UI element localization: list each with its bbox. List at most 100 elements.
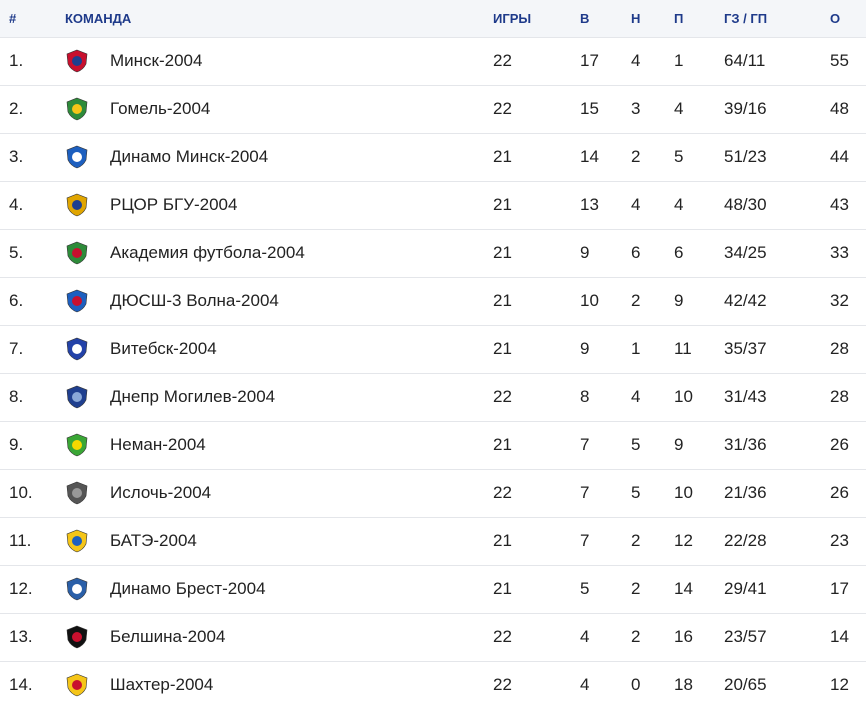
row-goals: 20/65 bbox=[724, 675, 767, 695]
row-wins: 9 bbox=[580, 339, 590, 358]
dnepr-logo-icon bbox=[65, 385, 89, 409]
team-name[interactable]: Динамо Брест-2004 bbox=[110, 579, 266, 598]
row-team[interactable]: Академия футбола-2004 bbox=[65, 229, 493, 277]
team-name[interactable]: Динамо Минск-2004 bbox=[110, 147, 269, 166]
dinamo-brest-logo-icon bbox=[65, 577, 89, 601]
row-draws: 2 bbox=[631, 627, 641, 646]
row-goals: 64/11 bbox=[724, 51, 766, 70]
table-row[interactable]: 1. Минск-2004 22 17 4 1 64/11 55 bbox=[0, 37, 866, 85]
row-wins: 4 bbox=[580, 675, 590, 695]
row-goals: 39/16 bbox=[724, 99, 767, 118]
row-points: 28 bbox=[830, 387, 849, 406]
row-games: 21 bbox=[493, 339, 512, 358]
row-losses: 18 bbox=[674, 675, 693, 695]
team-name[interactable]: Академия футбола-2004 bbox=[110, 243, 305, 262]
team-name[interactable]: РЦОР БГУ-2004 bbox=[110, 195, 238, 214]
table-row[interactable]: 5. Академия футбола-2004 21 9 6 6 34/25 33 bbox=[0, 229, 866, 277]
row-wins: 8 bbox=[580, 387, 590, 406]
isloch-logo-icon bbox=[65, 481, 89, 505]
team-name[interactable]: Гомель-2004 bbox=[110, 99, 211, 118]
row-games: 21 bbox=[493, 291, 512, 310]
row-games: 22 bbox=[493, 675, 512, 695]
header-draws[interactable]: Н bbox=[631, 10, 641, 26]
team-name[interactable]: ДЮСШ-3 Волна-2004 bbox=[110, 291, 279, 310]
row-wins: 15 bbox=[580, 99, 599, 118]
table-row[interactable]: 2. Гомель-2004 22 15 3 4 39/16 48 bbox=[0, 85, 866, 133]
team-name[interactable]: БАТЭ-2004 bbox=[110, 531, 197, 550]
table-row[interactable]: 11. БАТЭ-2004 21 7 2 12 22/28 23 bbox=[0, 517, 866, 565]
row-team[interactable]: Шахтер-2004 bbox=[65, 661, 493, 709]
row-team[interactable]: БАТЭ-2004 bbox=[65, 517, 493, 565]
row-team[interactable]: Белшина-2004 bbox=[65, 613, 493, 661]
row-draws: 6 bbox=[631, 243, 641, 262]
row-goals: 51/23 bbox=[724, 147, 767, 166]
header-pos[interactable]: # bbox=[9, 10, 17, 26]
row-draws: 5 bbox=[631, 435, 641, 454]
team-name[interactable]: Днепр Могилев-2004 bbox=[110, 387, 276, 406]
row-position: 10. bbox=[9, 483, 33, 502]
row-games: 21 bbox=[493, 195, 512, 214]
table-row[interactable]: 8. Днепр Могилев-2004 22 8 4 10 31/43 28 bbox=[0, 373, 866, 421]
team-name[interactable]: Белшина-2004 bbox=[110, 627, 226, 646]
row-draws: 4 bbox=[631, 387, 641, 406]
table-row[interactable]: 10. Ислочь-2004 22 7 5 10 21/36 26 bbox=[0, 469, 866, 517]
row-games: 22 bbox=[493, 387, 512, 406]
row-team[interactable]: ДЮСШ-3 Волна-2004 bbox=[65, 277, 493, 325]
row-position: 1. bbox=[9, 51, 24, 70]
row-draws: 5 bbox=[631, 483, 641, 502]
rcor-bgu-logo-icon bbox=[65, 193, 89, 217]
row-position: 5. bbox=[9, 243, 24, 262]
row-team[interactable]: Динамо Брест-2004 bbox=[65, 565, 493, 613]
academy-logo-icon bbox=[65, 241, 89, 265]
table-row[interactable]: 7. Витебск-2004 21 9 1 11 35/37 28 bbox=[0, 325, 866, 373]
header-points[interactable]: О bbox=[830, 10, 841, 26]
table-row[interactable]: 3. Динамо Минск-2004 21 14 2 5 51/23 44 bbox=[0, 133, 866, 181]
row-team[interactable]: РЦОР БГУ-2004 bbox=[65, 181, 493, 229]
row-games: 21 bbox=[493, 147, 512, 166]
row-draws: 4 bbox=[631, 195, 641, 214]
row-position: 6. bbox=[9, 291, 24, 310]
header-games[interactable]: ИГРЫ bbox=[493, 10, 532, 26]
row-losses: 4 bbox=[674, 195, 684, 214]
table-row[interactable]: 4. РЦОР БГУ-2004 21 13 4 4 48/30 43 bbox=[0, 181, 866, 229]
row-points: 26 bbox=[830, 435, 849, 454]
row-team[interactable]: Гомель-2004 bbox=[65, 85, 493, 133]
row-team[interactable]: Ислочь-2004 bbox=[65, 469, 493, 517]
table-row[interactable]: 12. Динамо Брест-2004 21 5 2 14 29/41 17 bbox=[0, 565, 866, 613]
row-team[interactable]: Минск-2004 bbox=[65, 37, 493, 85]
table-row[interactable]: 9. Неман-2004 21 7 5 9 31/36 26 bbox=[0, 421, 866, 469]
row-wins: 17 bbox=[580, 51, 599, 70]
row-wins: 4 bbox=[580, 627, 590, 646]
row-position: 4. bbox=[9, 195, 24, 214]
row-games: 21 bbox=[493, 243, 512, 262]
header-losses[interactable]: П bbox=[674, 10, 684, 26]
row-goals: 21/36 bbox=[724, 483, 767, 502]
row-losses: 9 bbox=[674, 291, 684, 310]
table-row[interactable]: 6. ДЮСШ-3 Волна-2004 21 10 2 9 42/42 32 bbox=[0, 277, 866, 325]
row-wins: 7 bbox=[580, 483, 590, 502]
row-points: 43 bbox=[830, 195, 849, 214]
header-wins[interactable]: В bbox=[580, 10, 590, 26]
row-games: 22 bbox=[493, 483, 512, 502]
row-position: 3. bbox=[9, 147, 24, 166]
table-row[interactable]: 14. Шахтер-2004 22 4 0 18 20/65 12 bbox=[0, 661, 866, 709]
team-name[interactable]: Неман-2004 bbox=[110, 435, 206, 454]
row-goals: 22/28 bbox=[724, 531, 767, 550]
team-name[interactable]: Шахтер-2004 bbox=[110, 675, 214, 695]
header-team[interactable]: КОМАНДА bbox=[65, 10, 132, 26]
row-team[interactable]: Динамо Минск-2004 bbox=[65, 133, 493, 181]
row-losses: 10 bbox=[674, 483, 693, 502]
row-points: 33 bbox=[830, 243, 849, 262]
team-name[interactable]: Витебск-2004 bbox=[110, 339, 217, 358]
header-goals[interactable]: ГЗ / ГП bbox=[724, 10, 768, 26]
row-team[interactable]: Витебск-2004 bbox=[65, 325, 493, 373]
row-losses: 9 bbox=[674, 435, 684, 454]
team-name[interactable]: Минск-2004 bbox=[110, 51, 203, 70]
row-team[interactable]: Днепр Могилев-2004 bbox=[65, 373, 493, 421]
row-wins: 13 bbox=[580, 195, 599, 214]
row-team[interactable]: Неман-2004 bbox=[65, 421, 493, 469]
row-points: 48 bbox=[830, 99, 849, 118]
team-name[interactable]: Ислочь-2004 bbox=[110, 483, 212, 502]
table-row[interactable]: 13. Белшина-2004 22 4 2 16 23/57 14 bbox=[0, 613, 866, 661]
row-losses: 1 bbox=[674, 51, 684, 70]
